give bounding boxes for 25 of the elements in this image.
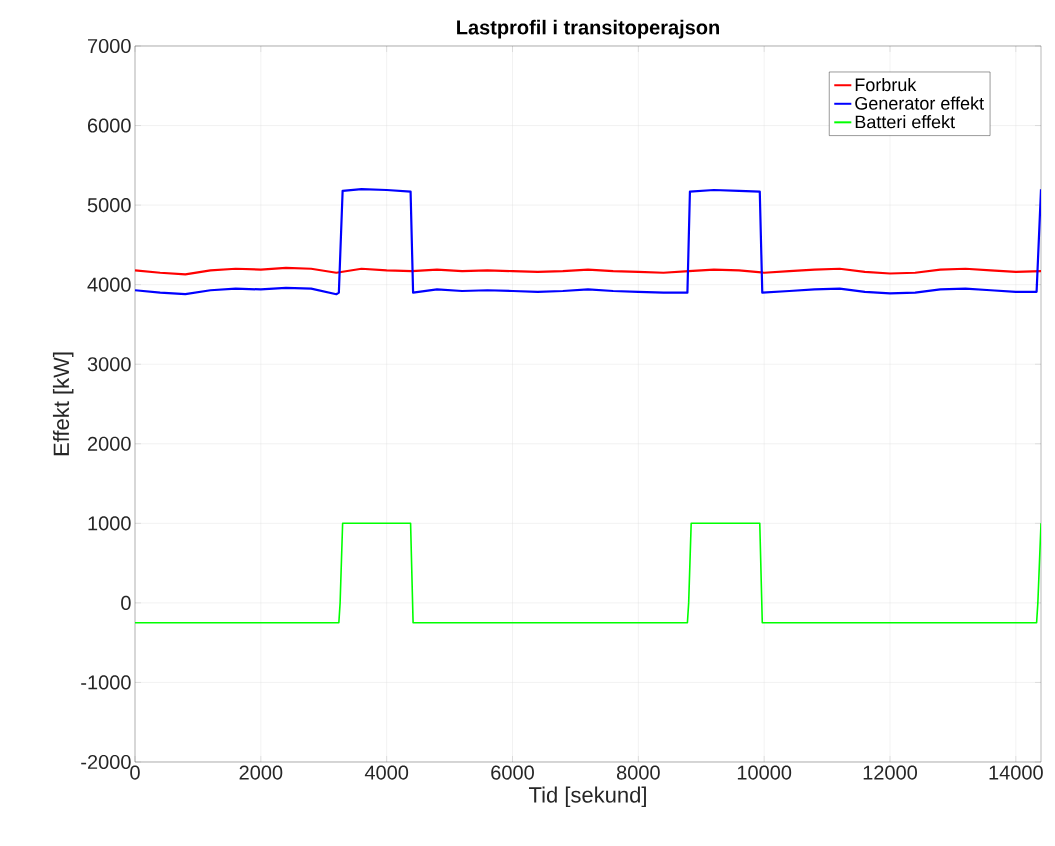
x-tick-label: 6000 — [491, 765, 534, 780]
y-tick-label: 5000 — [87, 198, 131, 213]
y-tick-label: 7000 — [88, 38, 131, 54]
chart-title: Lastprofil i transitoperajson — [457, 19, 719, 39]
y-axis-title: Effekt [kW] — [52, 352, 74, 456]
line-series — [135, 188, 1041, 296]
x-axis-title: Tid [sekund] — [529, 786, 646, 808]
x-tick-label: 8000 — [616, 765, 660, 780]
y-tick-label: 6000 — [88, 118, 131, 133]
y-tick-label: 4000 — [87, 277, 131, 292]
x-tick-label: 4000 — [364, 765, 409, 780]
x-tick-label: 10000 — [737, 765, 792, 780]
y-tick-label: 1000 — [88, 516, 131, 531]
legend-label: Batteri effekt — [855, 115, 955, 129]
y-tick-label: 0 — [121, 595, 131, 610]
y-tick-label: -2000 — [81, 754, 131, 770]
y-tick-label: 3000 — [87, 357, 131, 372]
y-tick-label: 2000 — [87, 436, 131, 451]
legend-label: Forbruk — [855, 77, 917, 92]
x-tick-label: 2000 — [239, 765, 283, 780]
x-tick-label: 14000 — [989, 765, 1043, 780]
y-tick-label: -1000 — [81, 675, 131, 690]
line-series — [135, 266, 1041, 276]
x-tick-label: 12000 — [863, 765, 918, 780]
legend-label: Generator effekt — [855, 96, 984, 110]
